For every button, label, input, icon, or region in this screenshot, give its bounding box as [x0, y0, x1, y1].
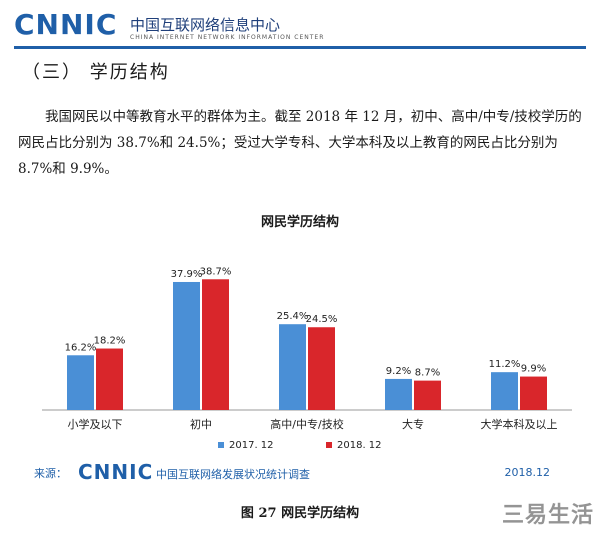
- data-label-2018-2: 24.5%: [306, 314, 338, 325]
- source-row: 来源： CNNIC 中国互联网络发展状况统计调查 2018.12: [12, 460, 588, 484]
- legend-label-0: 2017. 12: [229, 440, 274, 451]
- data-label-2018-1: 38.7%: [200, 266, 232, 277]
- source-label: 来源：: [34, 467, 67, 480]
- source-name: 中国互联网络发展状况统计调查: [156, 468, 310, 481]
- source-logo: CNNIC: [78, 460, 154, 484]
- bar-2017-0: [67, 355, 94, 410]
- section-title: （三） 学历结构: [22, 62, 170, 83]
- body-paragraph: 我国网民以中等教育水平的群体为主。截至 2018 年 12 月，初中、高中/中专…: [18, 109, 582, 177]
- data-label-2018-3: 8.7%: [415, 368, 440, 379]
- chart-panel: 网民学历结构 16.2% 18.2% 小学及以下 37.9% 38.7% 初中 25.4% 24…: [12, 198, 588, 488]
- chart-title: 网民学历结构: [261, 214, 339, 230]
- document-header: CNNIC 中国互联网络信息中心 CHINA INTERNET NETWORK …: [14, 8, 586, 49]
- x-tick-label-2: 高中/中专/技校: [270, 417, 343, 431]
- education-bar-chart: 网民学历结构 16.2%18.2% 小学及以下 37.9%38.7% 初中 25.4%24…: [42, 214, 572, 451]
- x-tick-label-4: 大学本科及以上: [481, 417, 558, 431]
- watermark: 三易生活: [501, 503, 594, 528]
- bar-2017-1: [173, 281, 200, 410]
- legend-swatch-1: [326, 442, 332, 448]
- bar-2018-4: [520, 376, 547, 410]
- x-tick-label-1: 初中: [190, 417, 212, 431]
- x-tick-label-3: 大专: [402, 417, 424, 431]
- bar-2018-0: [96, 348, 123, 410]
- source-date: 2018.12: [504, 466, 551, 479]
- bar-2018-2: [308, 327, 335, 410]
- data-label-2017-1: 37.9%: [171, 269, 203, 280]
- figure-caption: 图 27 网民学历结构: [240, 506, 360, 521]
- data-label-2017-4: 11.2%: [489, 359, 521, 370]
- legend-swatch-0: [218, 442, 224, 448]
- bar-2017-4: [491, 372, 518, 410]
- bar-2017-2: [279, 324, 306, 410]
- org-name-en: CHINA INTERNET NETWORK INFORMATION CENTE…: [130, 34, 325, 41]
- x-tick-label-0: 小学及以下: [68, 417, 123, 431]
- legend-label-1: 2018. 12: [337, 440, 382, 451]
- data-label-2017-3: 9.2%: [386, 366, 411, 377]
- data-label-2017-2: 25.4%: [277, 311, 309, 322]
- header-divider: [14, 46, 586, 49]
- bar-2017-3: [385, 378, 412, 410]
- cnnic-logo: CNNIC: [14, 8, 118, 41]
- data-label-2018-4: 9.9%: [521, 364, 546, 375]
- bar-2018-1: [202, 279, 229, 410]
- bar-2018-3: [414, 380, 441, 410]
- data-label-2018-0: 18.2%: [94, 336, 126, 347]
- data-label-2017-0: 16.2%: [65, 342, 97, 353]
- org-name-cn: 中国互联网络信息中心: [130, 16, 281, 34]
